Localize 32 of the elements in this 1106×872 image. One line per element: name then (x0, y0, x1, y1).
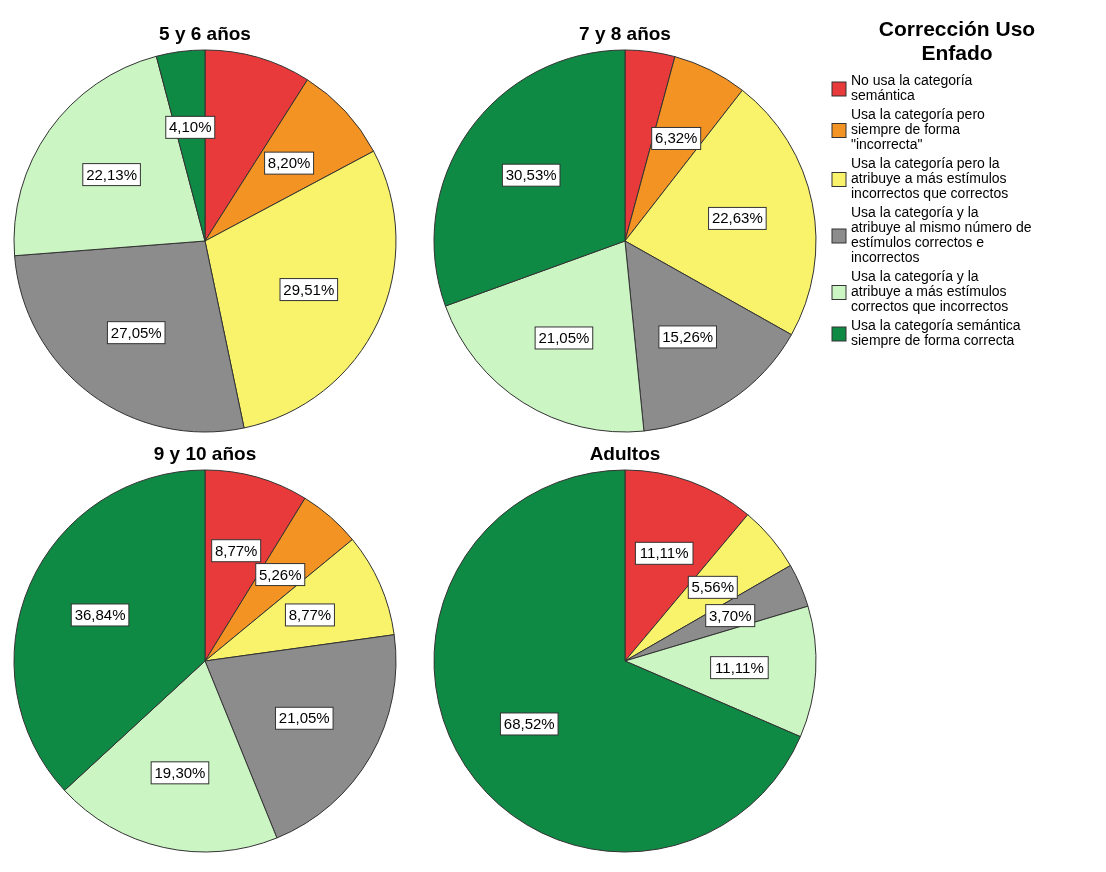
data-label: 22,13% (86, 165, 138, 183)
legend-label: Usa la categoría y la atribuye a más estímulos correctos que incorrectos (851, 268, 1009, 314)
data-label: 11,11% (715, 658, 764, 676)
legend-label: Usa la categoría pero la atribuye a más estímulos incorrectos que correctos (851, 155, 1009, 201)
legend-label: Usa la categoría semántica siempre de forma correcta (851, 317, 1021, 348)
data-label: 5,26% (258, 565, 302, 583)
data-label: 22,63% (711, 209, 763, 227)
data-label: 5,56% (691, 578, 735, 596)
data-label: 3,70% (708, 606, 752, 624)
data-label: 19,30% (154, 763, 206, 781)
legend-label: No usa la categoría semántica (851, 72, 973, 103)
data-label: 4,10% (169, 118, 212, 136)
chart-title: 7 y 8 años (579, 23, 671, 44)
data-label: 11,11% (639, 544, 689, 562)
data-label: 15,26% (662, 327, 714, 345)
data-label: 21,05% (278, 709, 330, 727)
chart-title: Adultos (589, 443, 661, 464)
data-label: 30,53% (505, 166, 557, 184)
data-label: 8,77% (214, 541, 258, 559)
chart-title: 9 y 10 años (153, 443, 257, 464)
data-label: 8,77% (288, 605, 332, 623)
legend-label: Usa la categoría pero siempre de forma "incorrecta" (851, 106, 986, 152)
data-label: 6,32% (654, 129, 698, 147)
legend-title: Corrección Uso Enfado (878, 17, 1036, 64)
legend-label: Usa la categoría y la atribuye al mismo número de estímulos correctos e incorrectos (851, 204, 1032, 265)
data-label: 36,84% (74, 605, 126, 623)
data-label: 8,20% (267, 154, 311, 172)
data-label: 21,05% (538, 328, 590, 346)
chart-title: 5 y 6 años (159, 23, 251, 44)
data-label: 68,52% (503, 714, 555, 732)
data-label: 29,51% (283, 280, 335, 298)
data-label: 27,05% (110, 323, 162, 341)
